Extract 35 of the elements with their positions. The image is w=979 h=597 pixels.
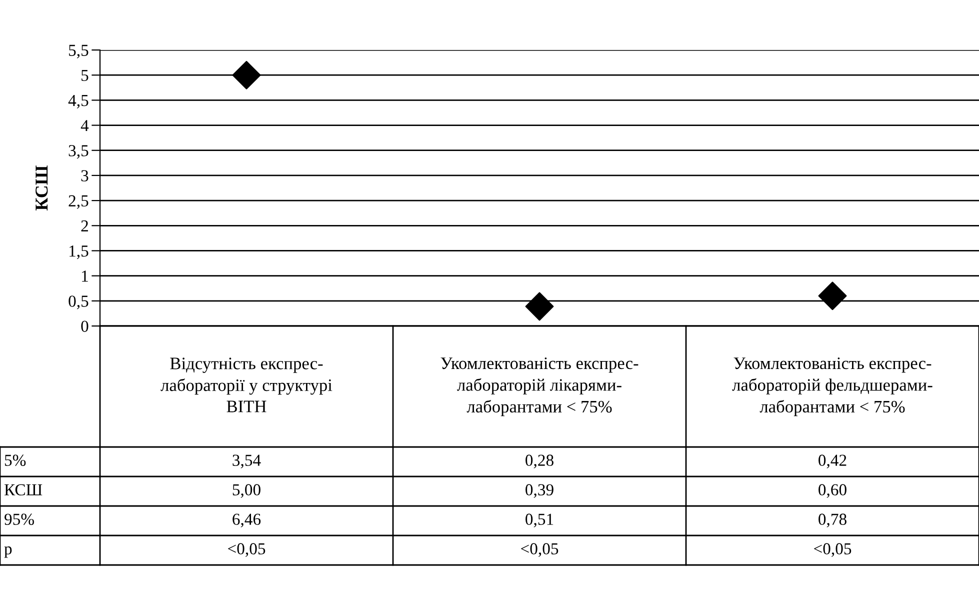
x-tick-label: Укомлектованість експрес- лабораторій фельдшерами- лаборантами < 75% bbox=[732, 357, 932, 416]
point bbox=[525, 292, 554, 321]
y-tick-label: 5,5 bbox=[69, 44, 88, 58]
data-label: 5,00 bbox=[232, 484, 260, 498]
text: 0,78 bbox=[818, 514, 846, 528]
y-axis-title: КСШ bbox=[36, 166, 48, 210]
y-tick-label: 4,5 bbox=[68, 94, 88, 109]
y-tick-label: 2 bbox=[81, 220, 88, 232]
x-tick-label: Відсутність експрес- лабораторії у структурі ВІТН bbox=[160, 358, 332, 412]
text: 0,28 bbox=[526, 454, 554, 468]
text: 6,46 bbox=[232, 514, 261, 528]
y-tick-label: 1 bbox=[82, 270, 88, 282]
point bbox=[232, 60, 261, 90]
text: 0,51 bbox=[526, 514, 554, 528]
text: 0,42 bbox=[818, 454, 846, 468]
y-tick-label: 5 bbox=[82, 70, 88, 82]
text: 3,54 bbox=[232, 454, 261, 468]
y-tick-label: 0,5 bbox=[68, 296, 88, 310]
y-tick-label: 1,5 bbox=[70, 246, 88, 260]
y-tick-label: 0 bbox=[81, 320, 88, 332]
text: <0,05 bbox=[521, 543, 558, 557]
text: КСШ bbox=[4, 484, 42, 496]
data-label: 0,39 bbox=[526, 484, 554, 498]
y-tick-label: 4 bbox=[80, 120, 89, 132]
x-tick-label: Укомлектованість експрес- лабораторій лікарями- лаборантами < 75% bbox=[440, 357, 638, 416]
text: <0,05 bbox=[814, 543, 852, 557]
text: p bbox=[4, 546, 12, 558]
y-tick-label: 3,5 bbox=[68, 145, 88, 159]
y-tick-label: 3 bbox=[81, 170, 88, 182]
data-label: 0,60 bbox=[818, 484, 846, 498]
text: 5% bbox=[4, 454, 26, 466]
point bbox=[818, 282, 847, 310]
text: 95% bbox=[4, 514, 34, 525]
text: <0,05 bbox=[228, 543, 266, 557]
y-tick-label: 2,5 bbox=[68, 195, 88, 209]
